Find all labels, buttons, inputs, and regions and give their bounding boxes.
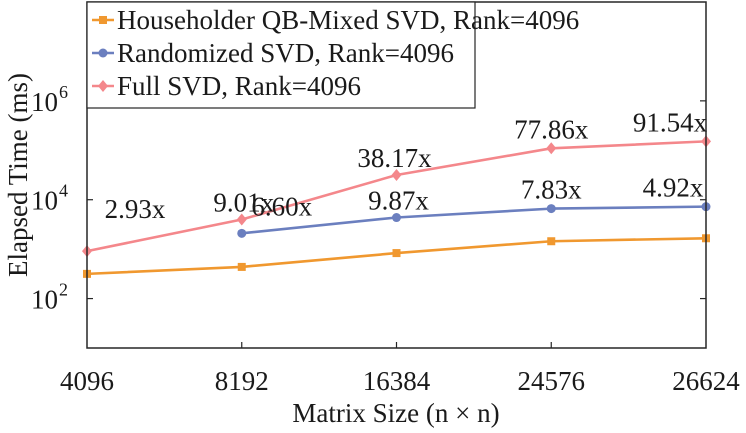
y-tick-exponent: 4 bbox=[59, 181, 68, 201]
legend-marker bbox=[99, 16, 107, 24]
plot-marks bbox=[82, 135, 711, 278]
speedup-label: 2.93x bbox=[105, 194, 166, 224]
speedup-label: 91.54x bbox=[633, 107, 708, 137]
x-tick-label: 8192 bbox=[215, 366, 269, 396]
data-point bbox=[392, 249, 401, 258]
data-point bbox=[236, 213, 247, 226]
speedup-label: 38.17x bbox=[357, 143, 432, 173]
data-point bbox=[546, 204, 556, 214]
y-tick-label: 10 bbox=[31, 186, 58, 216]
speedup-label: 77.86x bbox=[514, 114, 589, 144]
data-point bbox=[546, 142, 557, 155]
speedup-label: 6.60x bbox=[251, 191, 312, 221]
x-axis-title: Matrix Size (n × n) bbox=[292, 398, 499, 428]
speedup-label: 4.92x bbox=[643, 173, 704, 203]
x-axis: 4096 8192 16384 24576 26624 bbox=[60, 342, 740, 396]
legend-box bbox=[86, 1, 476, 109]
series-line bbox=[241, 205, 707, 235]
legend-marker bbox=[98, 48, 108, 58]
data-point bbox=[392, 213, 401, 223]
data-point bbox=[237, 228, 247, 238]
data-point bbox=[547, 237, 556, 246]
data-point bbox=[237, 262, 246, 271]
x-tick-label: 24576 bbox=[518, 366, 586, 396]
y-tick-exponent: 6 bbox=[59, 82, 68, 102]
y-tick-label: 10 bbox=[31, 285, 58, 315]
speedup-label: 7.83x bbox=[521, 175, 582, 205]
speedup-label: 9.87x bbox=[368, 186, 429, 216]
y-tick-label: 10 bbox=[31, 87, 58, 117]
legend: Householder QB-Mixed SVD, Rank=4096Rando… bbox=[86, 1, 579, 109]
legend-label: Full SVD, Rank=4096 bbox=[117, 71, 361, 101]
x-tick-label: 16384 bbox=[363, 366, 431, 396]
annotations: 2.93x 9.01x 38.17x 77.86x 91.54x 6.60x 9.87x 7.… bbox=[105, 107, 708, 224]
y-tick-exponent: 2 bbox=[59, 280, 68, 300]
x-tick-label: 26624 bbox=[672, 366, 740, 396]
legend-marker bbox=[98, 80, 108, 92]
series-square bbox=[83, 234, 710, 278]
series-circle bbox=[237, 202, 711, 238]
data-point bbox=[391, 168, 402, 181]
legend-label: Householder QB-Mixed SVD, Rank=4096 bbox=[117, 5, 579, 35]
x-tick-label: 4096 bbox=[60, 366, 114, 396]
legend-label: Randomized SVD, Rank=4096 bbox=[117, 38, 454, 68]
speedup-label: 9.01x bbox=[213, 187, 274, 217]
y-axis-title: Elapsed Time (ms) bbox=[3, 73, 33, 277]
